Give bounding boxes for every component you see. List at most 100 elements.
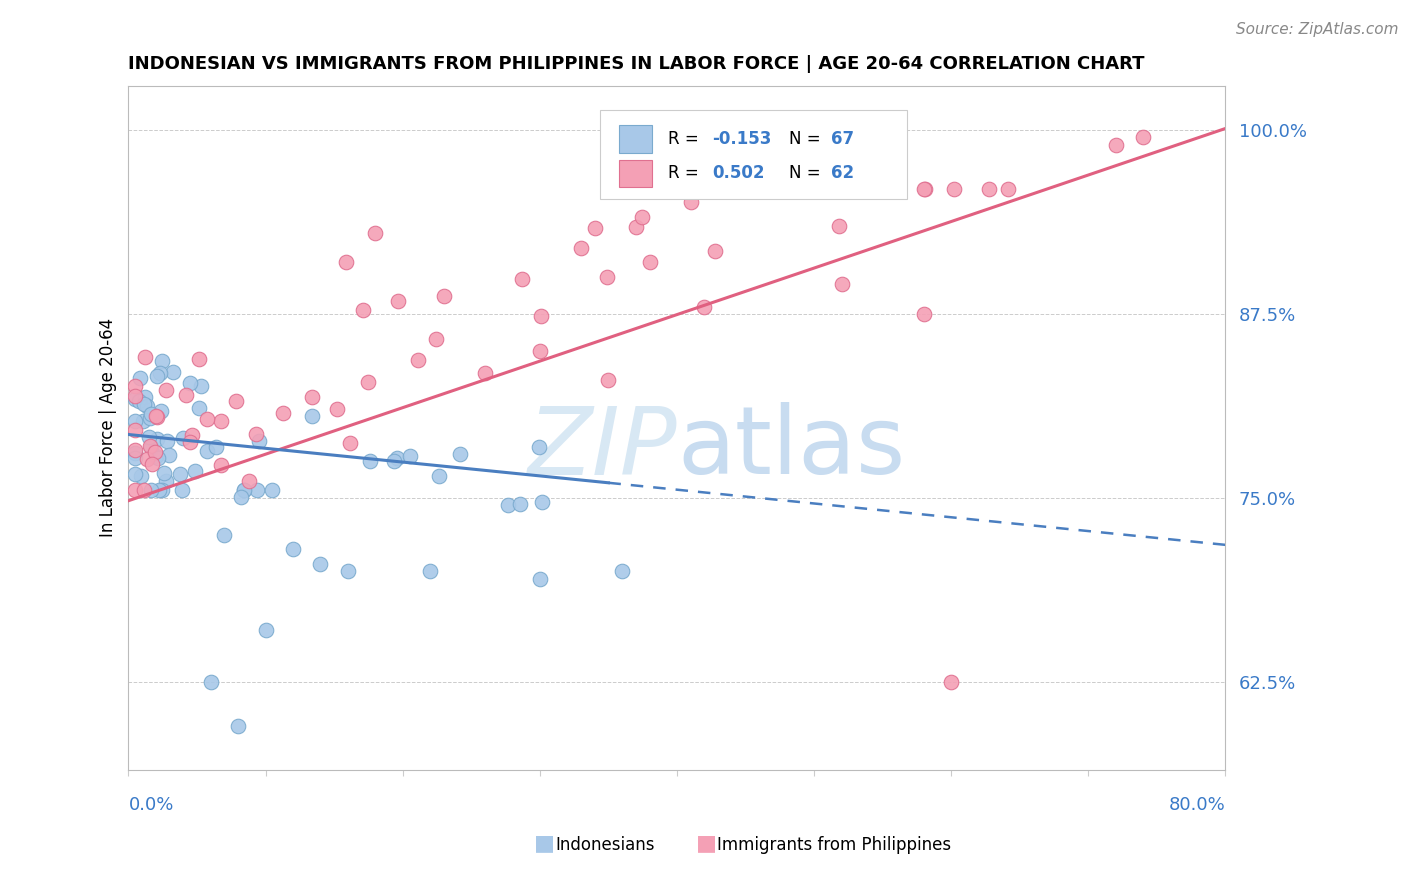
Point xyxy=(129,371,152,385)
Point xyxy=(124,442,146,457)
Point xyxy=(596,269,619,284)
Y-axis label: In Labor Force | Age 20-64: In Labor Force | Age 20-64 xyxy=(100,318,117,538)
Text: Immigrants from Philippines: Immigrants from Philippines xyxy=(717,836,952,854)
Point xyxy=(179,434,201,449)
Point xyxy=(197,411,219,425)
Text: 0.0%: 0.0% xyxy=(128,797,174,814)
Point xyxy=(529,572,551,586)
Text: 80.0%: 80.0% xyxy=(1168,797,1226,814)
Point xyxy=(262,483,284,497)
Point xyxy=(179,376,201,391)
Point xyxy=(150,483,173,498)
Point xyxy=(246,483,269,497)
Point xyxy=(912,182,935,196)
Text: R =: R = xyxy=(668,164,704,182)
Point xyxy=(149,404,172,418)
Point xyxy=(583,221,606,235)
Point xyxy=(129,468,152,483)
Point xyxy=(155,383,177,397)
Point xyxy=(339,435,361,450)
Point xyxy=(427,468,450,483)
Point xyxy=(569,241,592,255)
Point xyxy=(914,182,936,196)
Point xyxy=(148,483,170,498)
Point xyxy=(184,464,207,478)
Point xyxy=(187,401,209,416)
Text: ■: ■ xyxy=(696,833,717,853)
Point xyxy=(1105,137,1128,152)
Point xyxy=(124,446,146,460)
Point xyxy=(941,674,963,689)
Point xyxy=(679,195,702,210)
Point xyxy=(138,430,160,444)
Point xyxy=(226,719,249,733)
Point xyxy=(281,542,304,557)
Point xyxy=(425,332,447,346)
Point xyxy=(238,474,260,488)
Point xyxy=(143,444,166,458)
Point xyxy=(162,365,184,379)
Point xyxy=(529,343,551,358)
Bar xyxy=(619,160,652,187)
Point xyxy=(359,454,381,468)
Point xyxy=(510,272,533,286)
Point xyxy=(357,375,380,389)
Point xyxy=(146,369,169,384)
Point xyxy=(335,255,357,269)
Point xyxy=(638,255,661,269)
Point xyxy=(135,399,157,413)
Point xyxy=(145,409,167,423)
Point xyxy=(195,444,218,458)
Point xyxy=(124,423,146,437)
Text: atlas: atlas xyxy=(676,402,905,494)
Text: -0.153: -0.153 xyxy=(711,130,772,148)
Point xyxy=(792,182,814,196)
Point xyxy=(398,449,420,463)
Point xyxy=(146,433,169,447)
Point xyxy=(496,498,519,512)
Point xyxy=(139,407,162,421)
Point xyxy=(135,452,157,467)
Point xyxy=(141,457,163,471)
Point xyxy=(301,409,323,423)
Point xyxy=(385,450,408,465)
Point xyxy=(325,402,347,417)
Point xyxy=(624,220,647,235)
Text: N =: N = xyxy=(789,164,825,182)
Point xyxy=(364,226,387,240)
Point xyxy=(150,354,173,368)
Point xyxy=(232,483,254,498)
Point xyxy=(139,411,162,425)
Point xyxy=(190,378,212,392)
Point xyxy=(382,454,405,468)
Point xyxy=(157,448,180,462)
Point xyxy=(124,392,146,406)
Point xyxy=(200,674,222,689)
Point xyxy=(693,300,716,314)
Bar xyxy=(619,126,652,153)
Point xyxy=(170,483,193,498)
Text: 62: 62 xyxy=(831,164,853,182)
Point xyxy=(146,409,169,424)
Point xyxy=(124,379,146,393)
Text: R =: R = xyxy=(668,130,704,148)
Point xyxy=(124,451,146,466)
Point xyxy=(419,565,441,579)
Text: ■: ■ xyxy=(534,833,555,853)
Point xyxy=(912,307,935,321)
Point xyxy=(254,623,277,637)
Point xyxy=(132,483,155,498)
Point xyxy=(703,244,725,258)
Point xyxy=(301,391,323,405)
Point xyxy=(598,373,620,387)
Point xyxy=(352,303,374,318)
Point xyxy=(149,366,172,380)
Text: 67: 67 xyxy=(831,130,853,148)
Point xyxy=(124,414,146,428)
Point xyxy=(155,475,177,489)
Point xyxy=(124,483,146,498)
Point xyxy=(169,467,191,482)
Point xyxy=(172,431,194,445)
Point xyxy=(145,449,167,463)
Point xyxy=(977,182,1000,196)
